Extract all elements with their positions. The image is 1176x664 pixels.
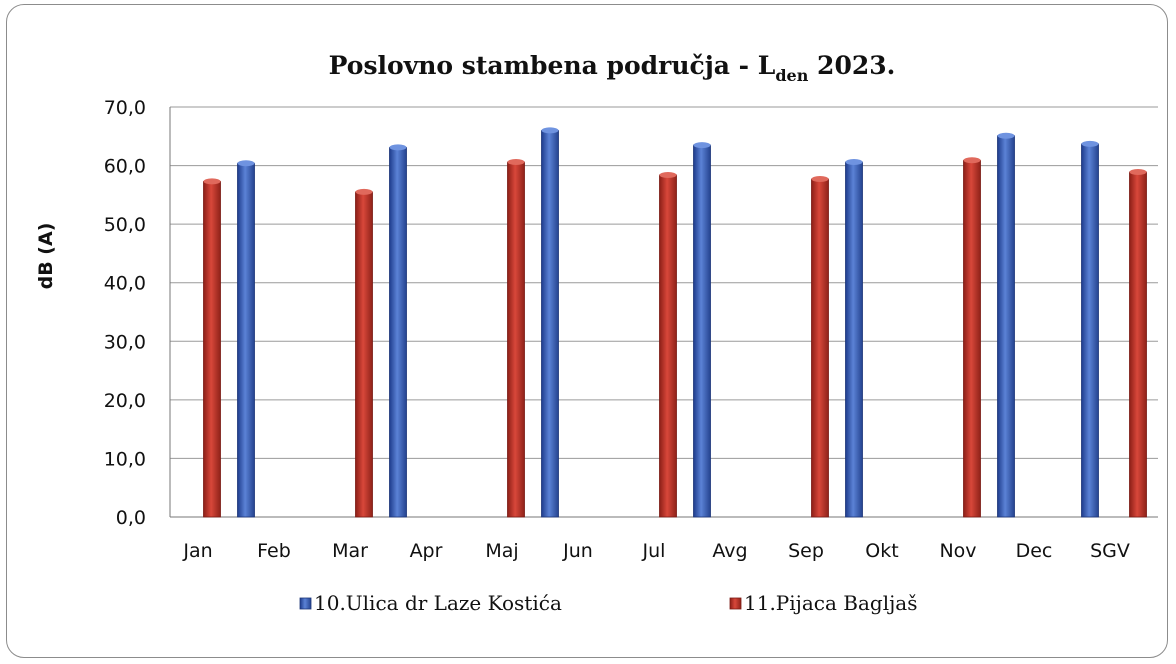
bar-pijaca-bagljas xyxy=(507,161,525,518)
bar-top-cap xyxy=(997,132,1015,139)
bar-top-cap xyxy=(355,188,373,195)
bar-pijaca-bagljas xyxy=(963,159,981,518)
bars xyxy=(203,127,1147,518)
bar-ulica-laze-kostica xyxy=(541,130,559,518)
bar-top-cap xyxy=(659,171,677,178)
x-tick-label: Jul xyxy=(642,540,666,562)
y-tick-label: 10,0 xyxy=(104,448,146,470)
chart-title-subscript: den xyxy=(775,66,808,85)
y-tick-label: 70,0 xyxy=(104,97,146,119)
bar-top-cap xyxy=(389,144,407,151)
bar-top-cap xyxy=(541,127,559,134)
bar-top-cap xyxy=(845,159,863,166)
bar-top-cap xyxy=(237,160,255,167)
x-tick-label: Maj xyxy=(485,540,518,562)
bar-ulica-laze-kostica xyxy=(1081,143,1099,518)
legend-swatch xyxy=(729,597,742,610)
y-tick-label: 50,0 xyxy=(104,214,146,236)
x-tick-label: Feb xyxy=(257,540,291,562)
legend-swatch xyxy=(299,597,312,610)
x-tick-label: Nov xyxy=(939,540,976,562)
bar-top-cap xyxy=(963,157,981,164)
bar-pijaca-bagljas xyxy=(355,191,373,518)
y-tick-label: 40,0 xyxy=(104,273,146,295)
legend: 10.Ulica dr Laze Kostića 11.Pijaca Baglja… xyxy=(299,591,917,615)
y-tick-labels: 0,0 10,0 20,0 30,0 40,0 50,0 60,0 70,0 xyxy=(104,97,146,529)
bar-pijaca-bagljas xyxy=(811,178,829,518)
bar-top-cap xyxy=(693,142,711,149)
x-tick-label: Jan xyxy=(182,540,212,562)
bar-pijaca-bagljas xyxy=(659,174,677,518)
bar-top-cap xyxy=(1081,140,1099,147)
x-tick-label: Okt xyxy=(865,540,898,562)
x-tick-label: Jun xyxy=(562,540,593,562)
bar-top-cap xyxy=(811,176,829,183)
bar-ulica-laze-kostica xyxy=(693,144,711,518)
bar-top-cap xyxy=(203,178,221,185)
x-tick-label: Avg xyxy=(712,540,747,562)
x-tick-label: Apr xyxy=(410,540,443,562)
chart-title: Poslovno stambena područja - Lden 2023. xyxy=(329,51,896,85)
bar-pijaca-bagljas xyxy=(203,180,221,518)
bar-ulica-laze-kostica xyxy=(997,135,1015,518)
x-tick-labels: Jan Feb Mar Apr Maj Jun Jul Avg Sep Okt Nov Dec SGV xyxy=(182,540,1130,562)
bar-top-cap xyxy=(1129,169,1147,176)
y-tick-label: 30,0 xyxy=(104,331,146,353)
x-tick-label: SGV xyxy=(1090,540,1130,562)
y-tick-label: 20,0 xyxy=(104,390,146,412)
y-tick-label: 60,0 xyxy=(104,156,146,178)
legend-label: 11.Pijaca Bagljaš xyxy=(744,591,917,615)
y-tick-label: 0,0 xyxy=(116,507,146,529)
x-tick-label: Dec xyxy=(1016,540,1053,562)
bar-ulica-laze-kostica xyxy=(237,162,255,518)
y-axis-label: dB (A) xyxy=(35,223,57,290)
bar-ulica-laze-kostica xyxy=(389,147,407,518)
bar-top-cap xyxy=(507,159,525,166)
bar-pijaca-bagljas xyxy=(1129,171,1147,518)
x-tick-label: Mar xyxy=(332,540,368,562)
legend-label: 10.Ulica dr Laze Kostića xyxy=(314,591,562,615)
bar-ulica-laze-kostica xyxy=(845,161,863,518)
x-tick-label: Sep xyxy=(788,540,824,562)
